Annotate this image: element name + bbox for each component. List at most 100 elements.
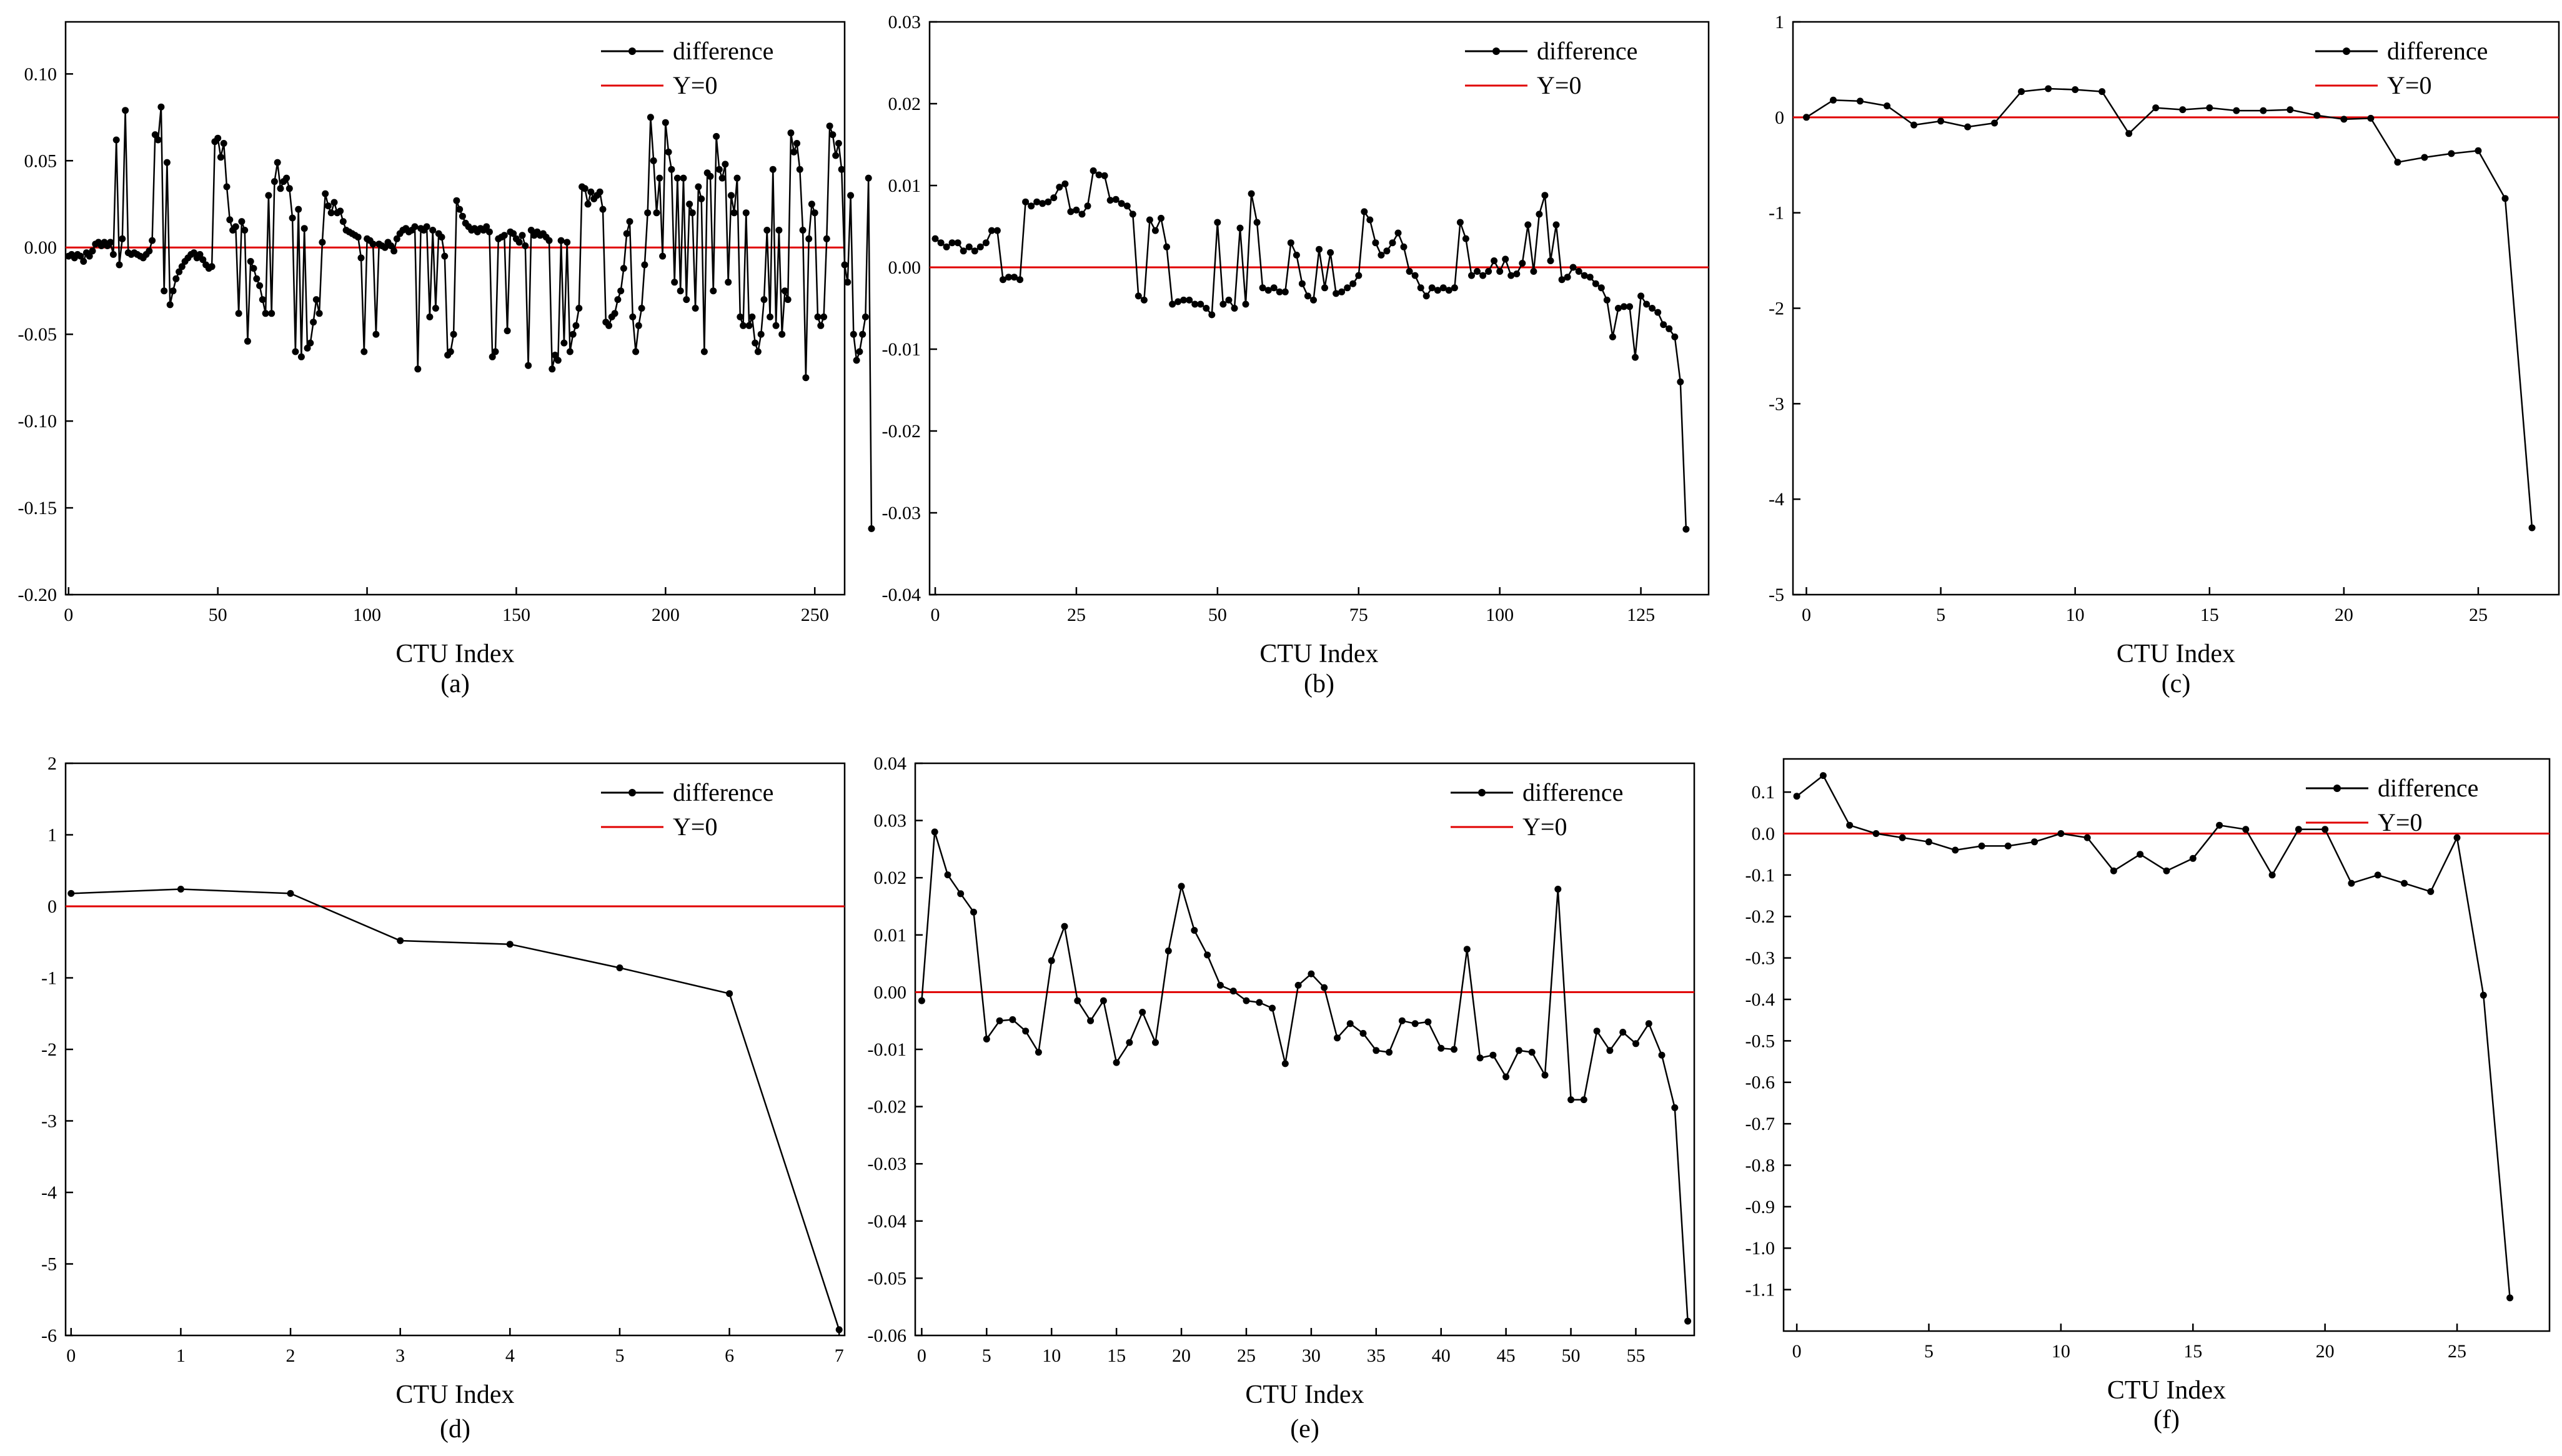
data-point — [668, 166, 675, 173]
data-point — [688, 209, 696, 217]
data-point — [1502, 255, 1509, 263]
data-point — [954, 239, 961, 247]
data-point — [713, 132, 720, 140]
data-point — [623, 230, 630, 237]
x-axis-label: CTU Index — [2117, 640, 2235, 668]
data-point — [787, 129, 795, 137]
data-point — [1485, 268, 1492, 275]
data-point — [1269, 1004, 1276, 1012]
data-point — [1619, 1029, 1627, 1036]
data-point — [1169, 300, 1176, 308]
data-point — [740, 322, 747, 329]
data-point — [1084, 202, 1091, 210]
chart-panel-5: 0 5 10 15 20 25 -1.1 -1.0 -0.9 -0.8 -0.7 -0.6 -0.5 -0… — [1745, 758, 2551, 1434]
data-point — [1090, 167, 1097, 174]
panel-caption: (e) — [1290, 1415, 1319, 1444]
data-point — [1028, 202, 1035, 210]
data-point — [1186, 296, 1193, 304]
x-tick-label: 40 — [1432, 1345, 1451, 1366]
series-line-difference — [921, 831, 1689, 1322]
data-point — [247, 258, 254, 265]
data-point — [620, 265, 627, 272]
data-point — [584, 201, 592, 208]
data-point — [937, 239, 945, 247]
y-tick-label: -0.05 — [18, 324, 57, 345]
x-tick-label: 25 — [2448, 1341, 2466, 1362]
data-point — [2348, 879, 2355, 887]
data-point — [1428, 284, 1436, 292]
data-point — [1474, 268, 1481, 275]
data-point — [656, 174, 663, 182]
series-line-difference — [1796, 775, 2511, 1299]
data-point — [432, 305, 439, 312]
data-point — [1225, 296, 1233, 304]
data-point — [1406, 268, 1413, 275]
data-point — [1383, 247, 1391, 255]
data-point — [1491, 257, 1498, 264]
data-point — [865, 174, 872, 182]
x-tick-label: 20 — [2335, 605, 2353, 625]
x-tick-label: 5 — [1936, 605, 1945, 625]
data-point — [292, 348, 299, 355]
data-point — [1113, 1059, 1120, 1066]
data-point — [1423, 292, 1430, 300]
data-point — [1439, 284, 1447, 292]
data-point — [1463, 946, 1471, 953]
y-tick-label: -1.0 — [1745, 1238, 1775, 1259]
data-point — [2340, 116, 2348, 123]
data-point — [1287, 239, 1294, 247]
data-point — [988, 227, 995, 234]
data-point — [1316, 245, 1323, 253]
x-tick-label: 100 — [353, 605, 381, 625]
x-axis-label: CTU Index — [1245, 1380, 1364, 1409]
data-point — [1129, 210, 1136, 218]
data-point — [2018, 88, 2025, 96]
legend-label-difference: difference — [2378, 774, 2478, 802]
x-tick-label: 25 — [1237, 1345, 1256, 1366]
data-point — [1216, 981, 1224, 989]
y-tick-label: -0.02 — [868, 1097, 907, 1117]
data-point — [1349, 280, 1357, 287]
y-tick-label: 0.00 — [874, 982, 907, 1003]
data-point — [161, 287, 168, 295]
data-point — [515, 239, 523, 246]
x-tick-label: 6 — [725, 1345, 734, 1366]
panel-caption: (c) — [2162, 670, 2191, 698]
data-point — [931, 828, 938, 836]
data-point — [2057, 830, 2065, 837]
y-tick-label: 0.00 — [888, 257, 921, 278]
x-tick-label: 20 — [2316, 1341, 2335, 1362]
legend-marker-difference — [628, 789, 636, 796]
data-point — [581, 185, 588, 192]
x-tick-label: 10 — [2052, 1341, 2070, 1362]
data-point — [319, 239, 326, 246]
series-line-difference — [71, 888, 840, 1330]
data-point — [853, 357, 860, 364]
x-tick-label: 5 — [982, 1345, 991, 1366]
data-point — [1039, 200, 1046, 207]
data-point — [1264, 287, 1272, 294]
data-point — [1536, 210, 1543, 218]
data-point — [504, 327, 511, 335]
legend-label-y0: Y=0 — [1537, 71, 1581, 99]
data-point — [1276, 288, 1283, 295]
data-point — [754, 348, 762, 355]
data-point — [1541, 1071, 1549, 1079]
data-point — [1910, 121, 1918, 129]
data-point — [1658, 1051, 1666, 1059]
data-point — [277, 185, 284, 192]
data-point — [1231, 305, 1238, 312]
data-point — [677, 287, 684, 295]
data-point — [767, 313, 774, 320]
x-tick-label: 150 — [502, 605, 530, 625]
panel-caption: (a) — [440, 670, 470, 698]
legend-label-y0: Y=0 — [673, 71, 717, 99]
x-tick-label: 50 — [209, 605, 227, 625]
data-point — [119, 235, 126, 242]
data-point — [2206, 104, 2213, 112]
data-point — [727, 192, 735, 199]
data-point — [369, 240, 377, 248]
data-point — [2137, 851, 2144, 858]
data-point — [1846, 821, 1854, 829]
